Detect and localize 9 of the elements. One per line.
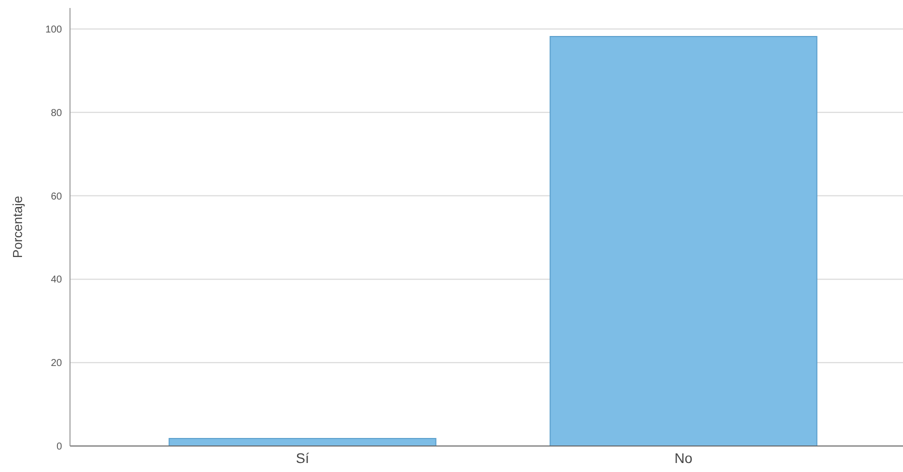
y-tick-label: 60 xyxy=(50,191,62,202)
x-tick-label: Sí xyxy=(296,450,310,466)
y-tick-label: 80 xyxy=(50,108,62,119)
y-tick-label: 0 xyxy=(56,442,62,452)
x-tick-label: No xyxy=(674,450,693,466)
y-tick-label: 40 xyxy=(50,274,62,286)
y-tick-label: 20 xyxy=(50,358,62,370)
y-axis-title: Porcentaje xyxy=(10,196,25,258)
y-tick-label: 100 xyxy=(45,24,62,36)
